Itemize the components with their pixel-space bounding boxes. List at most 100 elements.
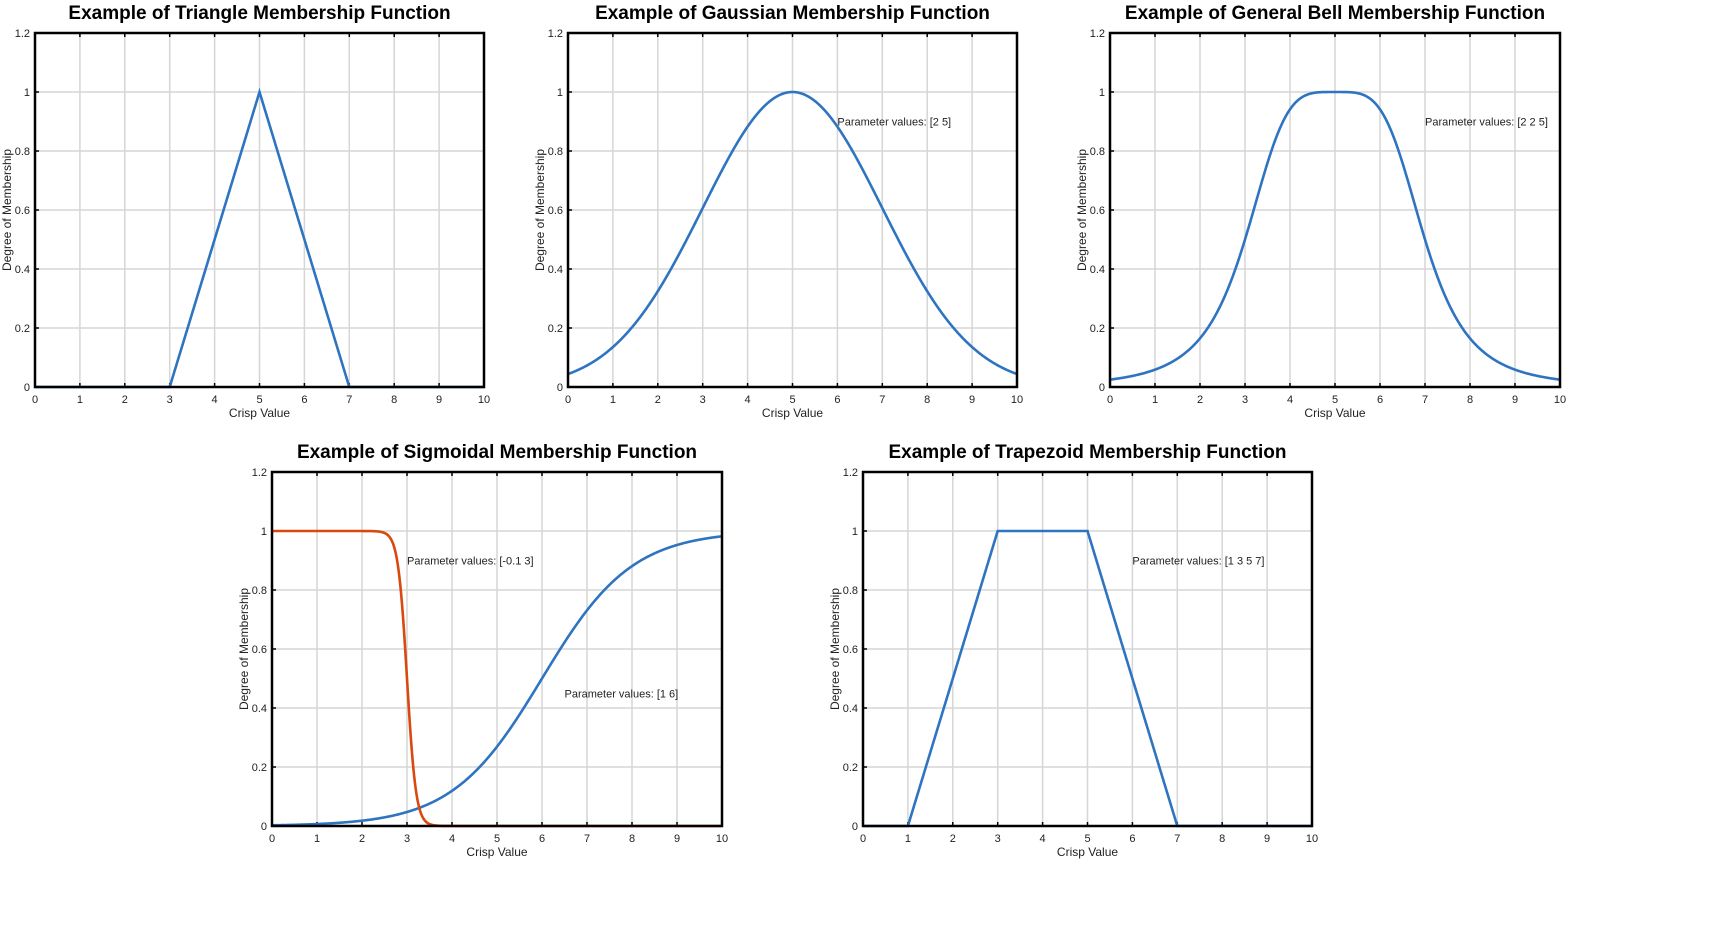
x-tick-label: 4	[1040, 833, 1046, 845]
subplot-4: 0 1 2 3 4 5 6 7 8 9 10 0 0.2 0.4 0.6 0.8 1 1.2 Parameter v…	[237, 442, 728, 859]
y-tick-label: 0.8	[1090, 146, 1105, 158]
x-tick-label: 5	[256, 394, 262, 406]
x-axis-label: Crisp Value	[762, 406, 823, 420]
x-tick-label: 6	[539, 833, 545, 845]
x-tick-label: 3	[700, 394, 706, 406]
y-axis-label: Degree of Membership	[0, 149, 14, 271]
y-tick-label: 0.6	[843, 644, 858, 656]
x-tick-label: 10	[716, 833, 728, 845]
x-tick-label: 3	[404, 833, 410, 845]
y-tick-label: 0.2	[1090, 323, 1105, 335]
series-line-blue	[1109, 90, 1561, 381]
axes-box	[861, 470, 1314, 828]
y-tick-label: 0.4	[843, 703, 858, 715]
x-tick-label: 10	[478, 394, 490, 406]
y-tick-label: 0.8	[548, 146, 563, 158]
x-tick-label: 8	[1467, 394, 1473, 406]
x-tick-label: 9	[1264, 833, 1270, 845]
x-tick-label: 7	[1422, 394, 1428, 406]
y-tick-label: 0.8	[15, 146, 30, 158]
y-tick-label: 1.2	[252, 467, 267, 479]
x-tick-label: 0	[565, 394, 571, 406]
x-axis-label: Crisp Value	[1304, 406, 1365, 420]
y-tick-label: 0	[1099, 382, 1105, 394]
x-tick-label: 9	[969, 394, 975, 406]
y-tick-label: 0.4	[15, 264, 30, 276]
chart-title: Example of Trapezoid Membership Function	[889, 442, 1287, 463]
series-line-blue	[271, 535, 723, 827]
y-tick-label: 0.4	[1090, 264, 1105, 276]
x-tick-label: 2	[359, 833, 365, 845]
y-tick-label: 1	[24, 87, 30, 99]
x-tick-label: 7	[879, 394, 885, 406]
annotation: Parameter values: [2 5]	[837, 117, 951, 129]
chart-title: Example of Triangle Membership Function	[68, 3, 450, 24]
x-tick-label: 7	[584, 833, 590, 845]
x-tick-label: 5	[1332, 394, 1338, 406]
x-tick-label: 1	[905, 833, 911, 845]
x-tick-label: 2	[122, 394, 128, 406]
subplot-5: 0 1 2 3 4 5 6 7 8 9 10 0 0.2 0.4 0.6 0.8 1 1.2 Parameter v…	[828, 442, 1318, 859]
x-tick-label: 0	[32, 394, 38, 406]
x-tick-label: 6	[301, 394, 307, 406]
x-tick-label: 0	[1107, 394, 1113, 406]
y-tick-label: 0.4	[548, 264, 563, 276]
x-tick-label: 9	[674, 833, 680, 845]
subplot-1: 0 1 2 3 4 5 6 7 8 9 10 0 0.2 0.4 0.6 0.8 1 1.2 Example of …	[0, 3, 490, 420]
y-tick-label: 1	[261, 526, 267, 538]
y-tick-label: 1.2	[1090, 28, 1105, 40]
y-tick-label: 0.6	[1090, 205, 1105, 217]
y-tick-label: 0.6	[252, 644, 267, 656]
y-tick-label: 0	[852, 821, 858, 833]
x-tick-label: 7	[1174, 833, 1180, 845]
y-tick-label: 0	[557, 382, 563, 394]
annotation: Parameter values: [1 3 5 7]	[1132, 556, 1264, 568]
x-tick-label: 10	[1554, 394, 1566, 406]
y-tick-label: 0.8	[252, 585, 267, 597]
x-tick-label: 3	[1242, 394, 1248, 406]
x-tick-label: 6	[1377, 394, 1383, 406]
x-tick-label: 9	[1512, 394, 1518, 406]
y-tick-label: 0.4	[252, 703, 267, 715]
x-tick-label: 9	[436, 394, 442, 406]
x-tick-label: 2	[655, 394, 661, 406]
x-tick-label: 1	[610, 394, 616, 406]
x-tick-label: 0	[860, 833, 866, 845]
annotation: Parameter values: [1 6]	[565, 688, 679, 700]
axes-box	[33, 31, 486, 389]
y-tick-label: 0.6	[548, 205, 563, 217]
y-axis-label: Degree of Membership	[1075, 149, 1089, 271]
subplot-3: 0 1 2 3 4 5 6 7 8 9 10 0 0.2 0.4 0.6 0.8 1 1.2 Parameter v…	[1075, 3, 1566, 420]
x-tick-label: 10	[1306, 833, 1318, 845]
x-tick-label: 3	[995, 833, 1001, 845]
x-tick-label: 10	[1011, 394, 1023, 406]
chart-title: Example of Sigmoidal Membership Function	[297, 442, 697, 463]
y-tick-label: 1.2	[15, 28, 30, 40]
x-axis-label: Crisp Value	[1057, 845, 1118, 859]
x-tick-label: 5	[789, 394, 795, 406]
y-tick-label: 0.2	[843, 762, 858, 774]
y-tick-label: 1	[557, 87, 563, 99]
x-axis-label: Crisp Value	[466, 845, 527, 859]
y-tick-label: 0	[24, 382, 30, 394]
x-tick-label: 7	[346, 394, 352, 406]
y-tick-label: 0	[261, 821, 267, 833]
x-tick-label: 8	[924, 394, 930, 406]
y-tick-label: 0.8	[843, 585, 858, 597]
x-tick-label: 4	[1287, 394, 1293, 406]
x-tick-label: 3	[167, 394, 173, 406]
y-tick-label: 0.2	[252, 762, 267, 774]
x-tick-label: 4	[212, 394, 218, 406]
chart-title: Example of Gaussian Membership Function	[595, 3, 990, 24]
x-axis-label: Crisp Value	[229, 406, 290, 420]
series-line-blue	[567, 90, 1018, 376]
annotation: Parameter values: [2 2 5]	[1425, 117, 1548, 129]
x-tick-label: 1	[314, 833, 320, 845]
annotation: Parameter values: [-0.1 3]	[407, 556, 534, 568]
x-tick-label: 5	[1084, 833, 1090, 845]
x-tick-label: 2	[950, 833, 956, 845]
y-axis-label: Degree of Membership	[828, 588, 842, 710]
axes-box	[270, 470, 724, 828]
x-tick-label: 6	[1129, 833, 1135, 845]
